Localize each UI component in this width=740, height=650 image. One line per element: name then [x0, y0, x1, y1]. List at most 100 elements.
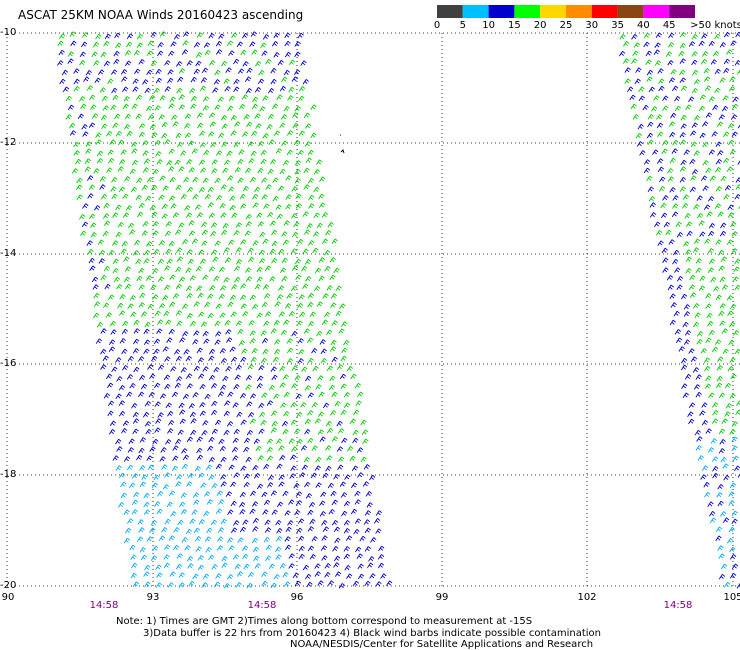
wind-barb — [210, 409, 218, 416]
longitude-tick: 105 — [723, 592, 740, 603]
wind-barb — [120, 69, 128, 75]
wind-barb — [273, 574, 280, 580]
wind-barb — [156, 508, 163, 515]
wind-barb — [216, 545, 224, 551]
wind-barb — [198, 373, 205, 380]
wind-barb — [315, 384, 322, 390]
wind-barb — [715, 294, 722, 301]
wind-barb — [667, 284, 674, 291]
wind-barb — [168, 50, 175, 57]
wind-barb — [710, 276, 717, 283]
wind-barb — [243, 437, 251, 444]
wind-barb — [252, 193, 259, 200]
wind-barb — [297, 518, 305, 524]
wind-barb — [90, 222, 97, 229]
wind-barb — [196, 112, 204, 119]
wind-barb — [246, 582, 253, 589]
wind-barb — [158, 535, 166, 541]
wind-barb — [67, 51, 75, 57]
wind-barb — [87, 175, 94, 181]
wind-barb — [178, 68, 186, 74]
wind-barb — [114, 32, 121, 39]
wind-barb — [688, 284, 696, 290]
wind-barb — [731, 510, 738, 517]
wind-barb — [261, 580, 268, 587]
wind-barb — [243, 446, 250, 453]
wind-barb — [165, 319, 172, 326]
wind-barb — [315, 456, 322, 463]
wind-barb — [95, 139, 102, 145]
wind-barb — [707, 447, 715, 453]
wind-barb — [167, 582, 174, 588]
wind-barb — [304, 385, 311, 391]
wind-barb — [242, 519, 249, 526]
wind-barb — [277, 59, 284, 66]
wind-barb — [308, 194, 315, 201]
wind-barb — [321, 520, 328, 526]
wind-barb — [722, 95, 729, 101]
wind-barb — [283, 581, 291, 587]
legend-label: 5 — [459, 20, 466, 31]
wind-barb — [346, 365, 354, 372]
wind-barb — [292, 122, 299, 129]
wind-barb — [145, 105, 153, 112]
wind-barb — [115, 357, 122, 363]
wind-barb — [134, 68, 141, 75]
wind-barb — [285, 194, 292, 200]
wind-barb — [218, 132, 225, 139]
wind-barb — [193, 499, 200, 506]
wind-barb — [155, 68, 162, 75]
wind-barb — [126, 464, 134, 471]
wind-barb — [122, 320, 129, 327]
wind-barb — [92, 41, 100, 48]
wind-barb — [88, 257, 95, 264]
wind-barb — [211, 159, 218, 165]
wind-barb — [138, 123, 146, 129]
wind-barb — [110, 69, 118, 75]
wind-barb — [152, 268, 159, 274]
wind-barb — [188, 580, 195, 587]
wind-barb — [661, 247, 668, 254]
wind-barb — [204, 194, 212, 200]
wind-barb — [624, 67, 631, 73]
wind-barb — [723, 157, 730, 164]
wind-barb — [293, 482, 300, 489]
wind-barb — [719, 320, 726, 327]
wind-barb — [645, 59, 652, 66]
wind-barb — [273, 32, 280, 39]
wind-barb — [143, 492, 150, 499]
wind-barb — [284, 510, 291, 516]
wind-barb — [705, 293, 712, 299]
wind-barb — [709, 175, 717, 182]
wind-barb — [731, 231, 738, 237]
wind-barb — [247, 247, 254, 254]
wind-barb — [242, 131, 249, 137]
wind-barb — [184, 113, 192, 120]
wind-barb — [679, 43, 686, 49]
wind-barb — [215, 508, 223, 515]
wind-barb — [653, 49, 660, 55]
wind-barb — [619, 34, 626, 40]
wind-barb — [228, 239, 235, 246]
wind-barb — [719, 439, 726, 445]
wind-barb — [162, 484, 170, 490]
wind-barb — [143, 571, 150, 577]
wind-barb — [730, 221, 737, 228]
wind-barb — [263, 293, 271, 299]
wind-barb — [294, 509, 301, 516]
wind-barb — [57, 40, 64, 47]
wind-barb — [111, 193, 118, 200]
wind-barb — [115, 204, 122, 211]
wind-barb — [273, 320, 280, 326]
wind-barb — [318, 257, 325, 263]
wind-barb — [146, 241, 153, 247]
wind-barb — [118, 310, 126, 316]
wind-barb — [237, 158, 244, 165]
wind-barb — [669, 187, 676, 193]
wind-barb — [207, 202, 214, 208]
wind-barb — [236, 411, 243, 418]
wind-barb — [109, 139, 116, 145]
wind-barb — [123, 537, 131, 544]
wind-barb — [261, 392, 268, 399]
wind-barb — [157, 50, 164, 57]
